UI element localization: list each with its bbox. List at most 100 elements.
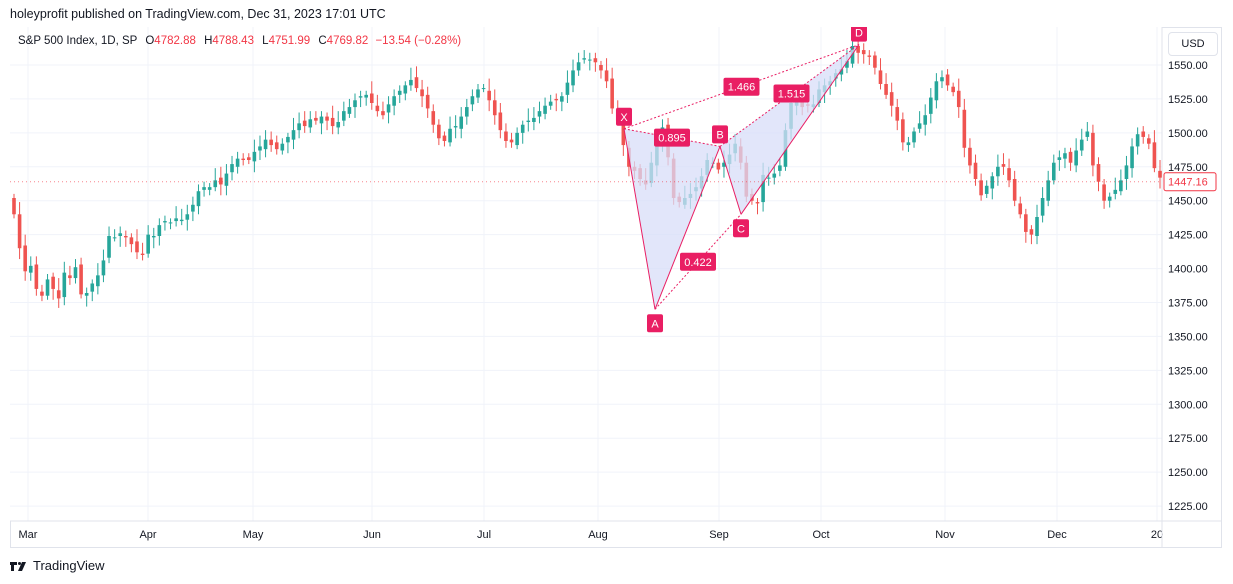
candle-body <box>403 85 408 94</box>
candle <box>940 70 944 89</box>
candle <box>1096 157 1101 192</box>
footer-brand[interactable]: TradingView <box>33 558 105 573</box>
candle-body <box>107 236 111 258</box>
current-price-marker: 1447.16 <box>10 172 1217 192</box>
candle <box>537 101 542 124</box>
candle-body <box>40 291 44 296</box>
x-tick-label: Aug <box>588 529 608 541</box>
candle <box>124 230 128 247</box>
candle <box>1113 177 1118 200</box>
pivot-label-bg <box>616 107 632 126</box>
candle <box>302 111 307 133</box>
candle-body <box>1107 196 1112 201</box>
candle-body <box>140 253 145 255</box>
candle <box>45 274 50 300</box>
candle <box>520 120 525 144</box>
candle <box>956 78 961 118</box>
candle-body <box>79 264 83 295</box>
candle-body <box>565 82 570 95</box>
candle <box>565 70 570 103</box>
candle-body <box>56 290 61 299</box>
candle-body <box>213 180 218 188</box>
candle-body <box>716 162 721 170</box>
ratio-label-bg <box>680 252 716 271</box>
pivot-label-text: A <box>651 318 659 330</box>
candle <box>12 193 16 219</box>
candle-body <box>956 90 961 108</box>
candle-body <box>895 107 900 121</box>
candle-body <box>766 177 771 179</box>
candle <box>163 215 167 231</box>
y-tick-label: 1375.00 <box>1168 298 1208 310</box>
candle-body <box>263 139 268 150</box>
candle-body <box>1135 134 1140 147</box>
candle <box>392 89 396 116</box>
candle <box>336 111 341 135</box>
candle-body <box>861 50 866 55</box>
candle <box>1147 134 1151 150</box>
candle-body <box>459 116 464 129</box>
candle-body <box>280 143 285 151</box>
candle-body <box>481 88 486 90</box>
high-label: H <box>204 35 213 47</box>
candle-body <box>437 124 441 139</box>
x-tick-label: Mar <box>19 529 38 541</box>
high-value: 4788.43 <box>212 35 254 47</box>
candle <box>772 164 777 185</box>
price-chart[interactable]: 1550.00 1525.00 1500.00 1475.00 1450.00 1425.… <box>10 27 1222 548</box>
candle <box>604 58 609 89</box>
candle <box>990 172 995 200</box>
candle <box>453 115 458 139</box>
pivot-label-c: C <box>733 219 749 238</box>
candle <box>314 111 318 125</box>
candle-body <box>68 275 72 279</box>
symbol-legend: S&P 500 Index, 1D, SP O4782.88 H4788.43 … <box>18 35 461 47</box>
candle-body <box>62 272 67 298</box>
candle <box>381 101 385 120</box>
candle-body <box>867 55 872 57</box>
candle <box>420 79 424 108</box>
candle <box>1040 187 1045 223</box>
x-tick-label: May <box>243 529 264 541</box>
candle <box>498 103 503 139</box>
candle-body <box>347 107 352 114</box>
pivot-label-text: X <box>620 112 628 124</box>
candle <box>929 88 933 124</box>
currency-button[interactable]: USD <box>1168 32 1218 56</box>
candle-body <box>962 109 967 148</box>
candle <box>342 101 346 127</box>
candle <box>504 123 508 148</box>
x-tick-label: Jun <box>363 529 381 541</box>
candle-body <box>191 204 195 212</box>
candle <box>84 287 89 307</box>
candle <box>509 132 514 148</box>
candle-body <box>1102 184 1106 201</box>
candle-body <box>906 142 911 146</box>
candle-body <box>576 62 581 71</box>
candle <box>431 104 436 133</box>
candle-body <box>498 112 503 131</box>
candle <box>934 73 939 109</box>
candle-body <box>940 77 944 82</box>
candle-body <box>1091 132 1095 166</box>
candle <box>325 112 329 131</box>
candle-body <box>554 98 559 101</box>
candle <box>274 135 279 155</box>
candle <box>884 73 888 99</box>
candle-body <box>778 165 782 171</box>
candle-body <box>873 55 877 68</box>
candle-body <box>1024 214 1028 232</box>
candle-body <box>302 120 307 127</box>
candle-body <box>101 260 106 276</box>
candle-body <box>621 119 626 146</box>
candle <box>515 127 519 150</box>
symbol-name[interactable]: S&P 500 Index, 1D, SP <box>18 35 138 47</box>
pivot-label-x: X <box>616 107 632 126</box>
candle-body <box>274 142 279 150</box>
candle-body <box>252 151 257 162</box>
candle-body <box>1012 179 1017 201</box>
candle <box>364 90 368 106</box>
candle-body <box>1124 165 1129 179</box>
leg-ab <box>654 146 721 310</box>
candle-body <box>1119 180 1123 192</box>
